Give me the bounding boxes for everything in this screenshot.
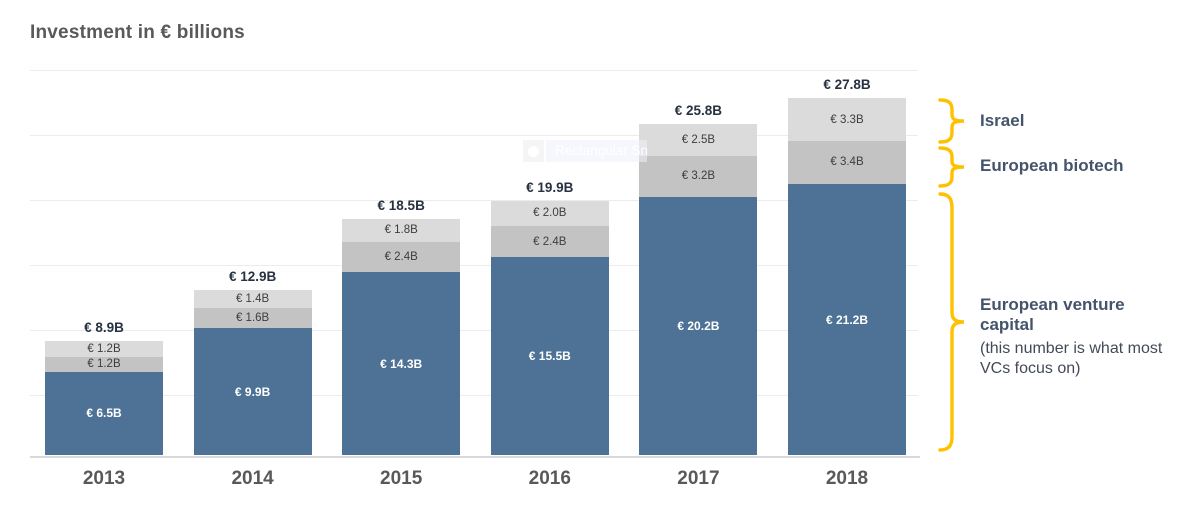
annotation-biotech: European biotech [980, 156, 1124, 175]
segment-value-label: € 1.6B [235, 312, 270, 325]
annotation-israel: Israel [980, 111, 1025, 130]
gridline [30, 135, 918, 136]
venture-brace-icon [938, 192, 965, 452]
segment-value-label: € 1.4B [235, 293, 270, 306]
bar-segment-biotech-2013: € 1.2B [45, 356, 163, 372]
snip-tooltip-overlay: Rectangular Snip [523, 140, 647, 162]
annotation-venture: European venture capital (this number is… [980, 295, 1180, 379]
x-axis-label-2016: 2016 [528, 468, 571, 489]
bar-segment-israel-2017: € 2.5B [639, 123, 758, 156]
segment-value-label: € 1.8B [384, 224, 418, 237]
annotation-venture-title: European venture capital [980, 295, 1125, 334]
total-label-2016: € 19.9B [526, 179, 574, 195]
segment-value-label: € 3.2B [681, 170, 716, 183]
segment-value-label: € 20.2B [677, 318, 720, 333]
biotech-brace-icon [938, 146, 965, 188]
bar-segment-israel-2015: € 1.8B [342, 218, 461, 242]
circle-icon [528, 145, 539, 157]
gridline [30, 200, 918, 201]
segment-value-label: € 21.2B [825, 312, 869, 327]
segment-value-label: € 2.4B [384, 250, 418, 263]
segment-value-label: € 2.0B [533, 207, 567, 220]
bar-segment-israel-2018: € 3.3B [788, 98, 906, 141]
total-label-2018: € 27.8B [823, 77, 871, 93]
bar-segment-venture-2015: € 14.3B [342, 272, 461, 455]
israel-brace-icon [938, 98, 965, 144]
x-axis-label-2013: 2013 [82, 468, 126, 489]
annotation-venture-note-line2: VCs focus on) [980, 360, 1081, 377]
gridline [30, 395, 918, 396]
bar-segment-biotech-2015: € 2.4B [342, 241, 461, 273]
x-axis-label-2015: 2015 [380, 468, 423, 489]
segment-value-label: € 1.2B [87, 342, 121, 355]
bar-segment-venture-2017: € 20.2B [639, 196, 758, 455]
segment-value-label: € 6.5B [86, 406, 122, 421]
bar-segment-venture-2013: € 6.5B [45, 371, 163, 455]
segment-value-label: € 3.4B [830, 156, 864, 169]
snip-tooltip-label: Rectangular Snip [546, 140, 647, 162]
bar-segment-biotech-2016: € 2.4B [490, 226, 609, 257]
segment-value-label: € 1.2B [87, 358, 121, 371]
chart-title: Investment in € billions [30, 22, 245, 43]
total-label-2017: € 25.8B [674, 102, 723, 118]
x-axis-label-2018: 2018 [825, 468, 869, 489]
x-axis-label-2017: 2017 [677, 468, 720, 489]
bar-segment-israel-2013: € 1.2B [45, 341, 163, 357]
segment-value-label: € 2.5B [681, 133, 716, 146]
bar-segment-israel-2016: € 2.0B [490, 200, 609, 227]
bar-segment-biotech-2017: € 3.2B [639, 155, 758, 197]
total-label-2014: € 12.9B [228, 269, 277, 285]
bar-segment-venture-2018: € 21.2B [788, 184, 906, 455]
segment-value-label: € 15.5B [528, 348, 571, 363]
segment-value-label: € 2.4B [533, 235, 567, 248]
gridline [30, 70, 918, 71]
bar-segment-israel-2014: € 1.4B [193, 290, 312, 309]
total-label-2015: € 18.5B [377, 197, 425, 213]
x-axis-line [30, 456, 920, 458]
segment-value-label: € 14.3B [380, 356, 423, 371]
x-axis-label-2014: 2014 [231, 468, 274, 489]
bar-segment-biotech-2018: € 3.4B [788, 140, 906, 185]
bar-segment-venture-2014: € 9.9B [193, 328, 312, 455]
snip-mode-icon [523, 140, 544, 162]
gridline [30, 265, 918, 266]
annotation-venture-note-line1: (this number is what most [980, 340, 1163, 357]
segment-value-label: € 3.3B [830, 113, 864, 126]
gridline [30, 330, 918, 331]
segment-value-label: € 9.9B [234, 384, 271, 399]
total-label-2013: € 8.9B [84, 320, 124, 336]
bar-segment-venture-2016: € 15.5B [490, 256, 609, 455]
bar-segment-biotech-2014: € 1.6B [193, 308, 312, 329]
